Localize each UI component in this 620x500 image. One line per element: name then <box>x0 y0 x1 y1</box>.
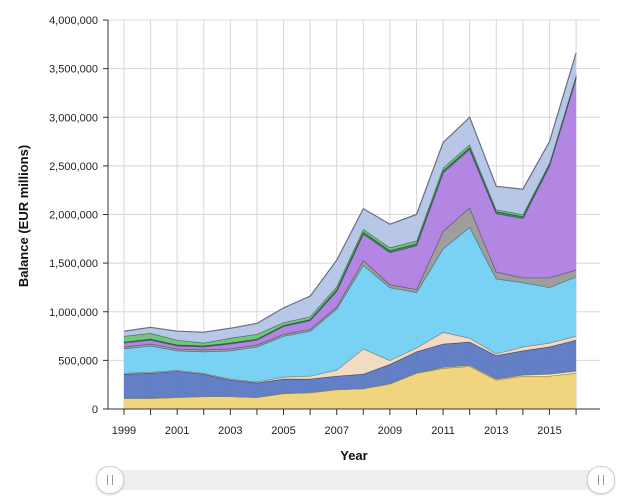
y-tick-label: 0 <box>92 404 98 416</box>
grip-icon <box>107 475 113 485</box>
x-tick-label: 2007 <box>324 425 348 437</box>
y-tick-label: 3,500,000 <box>49 64 98 76</box>
area-series-10-outline <box>123 52 577 333</box>
area-series-4 <box>123 332 577 383</box>
x-tick-labels: 1999 2001 2003 2005 2007 2009 2011 2013 2015 <box>112 409 577 437</box>
x-tick-label: 2013 <box>484 425 508 437</box>
x-tick-label: 2015 <box>537 425 561 437</box>
y-tick-labels: 0 500,000 1,000,000 1,500,000 2,000,000 2,500… <box>49 15 108 416</box>
grip-icon <box>598 475 604 485</box>
y-tick-label: 4,000,000 <box>49 15 98 27</box>
area-series-1 <box>123 366 577 409</box>
x-tick-label: 2011 <box>431 425 455 437</box>
x-tick-label: 2001 <box>165 425 189 437</box>
range-left-handle[interactable] <box>96 466 124 494</box>
area-series-10 <box>123 53 577 343</box>
y-tick-label: 2,500,000 <box>49 161 98 173</box>
y-axis-title: Balance (EUR millions) <box>16 145 31 287</box>
area-series-3-outline <box>123 339 577 384</box>
y-tick-label: 3,000,000 <box>49 112 98 124</box>
range-right-handle[interactable] <box>587 466 615 494</box>
x-axis-title: Year <box>340 448 367 463</box>
x-tick-label: 2009 <box>378 425 402 437</box>
x-tick-label: 2005 <box>271 425 295 437</box>
y-tick-label: 2,000,000 <box>49 210 98 222</box>
area-series-5 <box>123 227 577 382</box>
y-tick-label: 500,000 <box>58 355 98 367</box>
area-series-group <box>123 52 577 409</box>
area-series-7 <box>123 78 577 350</box>
range-scrollbar-track[interactable] <box>107 470 603 490</box>
x-tick-label: 2003 <box>218 425 242 437</box>
x-tick-label: 1999 <box>112 425 136 437</box>
y-tick-label: 1,000,000 <box>49 307 98 319</box>
y-tick-label: 1,500,000 <box>49 258 98 270</box>
area-series-3 <box>123 339 577 399</box>
